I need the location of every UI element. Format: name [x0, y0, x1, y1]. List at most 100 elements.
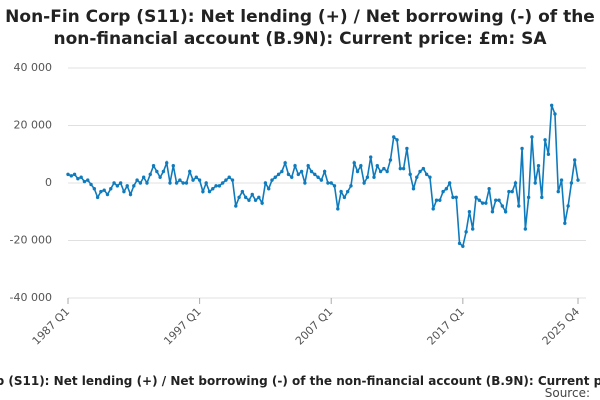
point: [332, 184, 337, 188]
point: [89, 182, 93, 187]
point: [280, 169, 284, 174]
point: [415, 175, 419, 179]
point: [247, 198, 251, 202]
point: [141, 175, 146, 179]
point: [520, 146, 524, 151]
point: [526, 195, 531, 200]
point: [201, 189, 205, 194]
point: [132, 184, 136, 188]
point: [230, 178, 235, 182]
point: [92, 187, 97, 191]
y-tick-label: 40 000: [14, 61, 53, 74]
point: [299, 169, 304, 174]
point: [224, 178, 228, 182]
point: [464, 230, 468, 234]
source: Source:: [544, 386, 590, 400]
point: [194, 175, 199, 179]
point: [95, 195, 100, 200]
point: [451, 195, 455, 200]
point: [155, 169, 159, 174]
point: [82, 179, 87, 184]
point: [270, 178, 274, 182]
point: [546, 152, 551, 156]
point: [355, 169, 360, 174]
point: [263, 181, 268, 185]
point: [161, 169, 166, 174]
point: [243, 195, 248, 200]
point: [138, 181, 143, 185]
point: [158, 175, 162, 179]
point: [260, 201, 264, 205]
point: [309, 169, 314, 174]
caption-text: Non-Fin Corp (S11): Net lending (+) / Ne…: [0, 374, 600, 388]
point: [421, 166, 426, 171]
point: [204, 181, 208, 185]
point: [122, 189, 126, 194]
point: [388, 158, 393, 162]
point: [207, 189, 212, 194]
point: [118, 181, 123, 185]
point: [369, 155, 373, 159]
point: [507, 189, 511, 194]
point: [191, 178, 195, 182]
point: [211, 187, 215, 191]
x-tick-label: 2025 Q4: [540, 305, 583, 348]
point: [115, 184, 120, 188]
y-tick-label: -20 000: [10, 234, 52, 247]
point: [234, 204, 238, 208]
x-tick-label: 1987 Q1: [30, 305, 73, 348]
point: [342, 195, 347, 200]
y-tick-label: 20 000: [14, 119, 53, 132]
point: [217, 184, 222, 188]
point: [513, 181, 518, 185]
point: [382, 166, 386, 171]
point: [359, 164, 363, 168]
point: [372, 175, 376, 179]
point: [125, 184, 129, 188]
point: [322, 169, 327, 174]
point: [434, 198, 439, 202]
point: [556, 189, 560, 194]
point: [540, 195, 544, 200]
point: [500, 204, 505, 208]
point: [474, 195, 478, 200]
x-tick-label: 1997 Q1: [161, 305, 204, 348]
point: [461, 244, 465, 248]
point: [135, 178, 139, 182]
point: [418, 169, 422, 174]
point: [240, 189, 245, 194]
point: [105, 192, 110, 197]
point: [86, 178, 90, 182]
point: [283, 161, 287, 165]
point: [316, 175, 320, 179]
point: [329, 181, 333, 185]
point: [503, 210, 508, 214]
point: [431, 207, 435, 211]
point: [290, 175, 294, 179]
point: [533, 181, 537, 185]
point: [441, 189, 445, 194]
point: [165, 161, 169, 165]
point: [303, 181, 307, 185]
point: [424, 172, 429, 177]
point: [559, 178, 564, 182]
point: [477, 198, 481, 202]
point: [566, 204, 570, 208]
point: [401, 166, 406, 171]
chart-title: Non-Fin Corp (S11): Net lending (+) / Ne…: [5, 7, 595, 49]
caption: Non-Fin Corp (S11): Net lending (+) / Ne…: [0, 374, 600, 388]
point: [405, 146, 409, 151]
point: [576, 178, 580, 182]
point: [536, 164, 541, 168]
point: [480, 201, 485, 205]
point: [398, 166, 403, 171]
point: [494, 198, 498, 202]
y-tick-label: -40 000: [10, 291, 52, 304]
point: [336, 207, 340, 211]
x-tick-label: 2007 Q1: [293, 305, 336, 348]
point: [184, 181, 189, 185]
point: [102, 188, 106, 192]
point: [273, 175, 277, 179]
point: [276, 172, 281, 177]
